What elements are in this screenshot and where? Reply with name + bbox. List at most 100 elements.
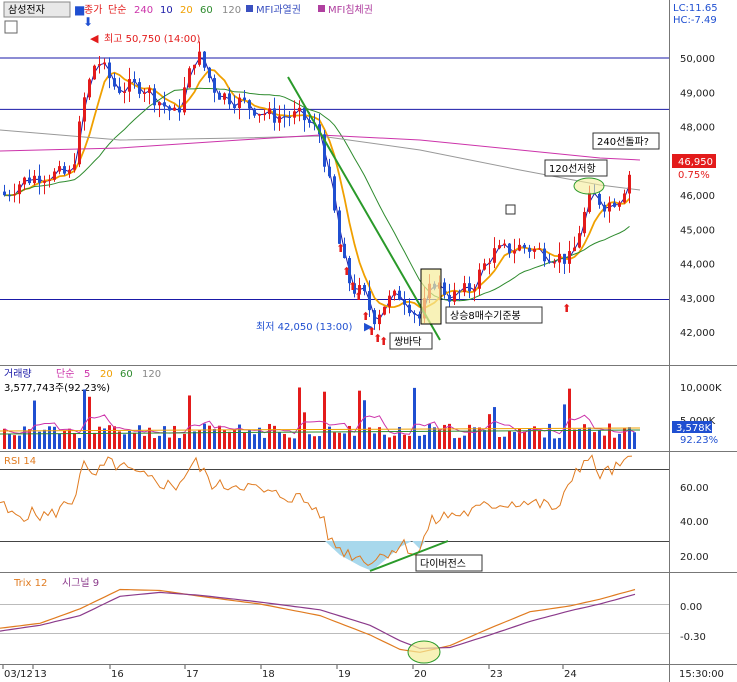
candle-body [473, 288, 476, 292]
ma240-label: 240선돌파? [597, 136, 649, 148]
buy-arrow-icon: ⬆ [562, 302, 571, 315]
volume-bar [483, 430, 486, 449]
divergence-line [369, 540, 449, 572]
mfi-out-label: MFI침체권 [328, 4, 373, 16]
volume-bar [128, 430, 131, 449]
x-tick-label: 17 [186, 669, 199, 680]
volume-bar [558, 437, 561, 449]
volume-bar [103, 428, 106, 449]
buy-arrow-icon: ⬆ [342, 265, 351, 278]
volume-bar [438, 429, 441, 449]
candle-body [558, 253, 561, 263]
ma-120: 120 [222, 5, 241, 16]
candle-body [28, 177, 31, 184]
candle-body [283, 116, 286, 118]
candle-body [173, 107, 176, 111]
candle-body [168, 106, 171, 111]
candle-body [73, 164, 76, 170]
divergence-label: 다이버전스 [420, 558, 466, 570]
rsi-tick-60: 60.00 [680, 483, 709, 494]
volume-bar [428, 423, 431, 449]
x-axis: 03/12 13 16 17 18 19 20 23 24 [2, 665, 577, 680]
candle-body [373, 310, 376, 325]
price-label: 종가 [84, 4, 102, 16]
price-hlines [0, 57, 669, 300]
candle-body [13, 194, 16, 196]
candle-body [333, 176, 336, 211]
candle-body [188, 68, 191, 88]
trix-cross-ellipse [407, 640, 441, 664]
volume-bar [243, 433, 246, 449]
candle-body [413, 313, 416, 315]
volume-bar [393, 435, 396, 449]
candle-body [163, 102, 166, 107]
candle-body [143, 92, 146, 94]
volume-bar [163, 426, 166, 449]
last-price: 46,950 [678, 157, 713, 168]
candle-body [103, 62, 106, 65]
volume-bar [278, 432, 281, 449]
rsi-low-fill [325, 541, 425, 571]
candle-body [68, 169, 71, 174]
candle-body [363, 285, 366, 292]
candle-body [278, 116, 281, 123]
volume-bar [398, 427, 401, 449]
double-bottom-label: 쌍바닥 [394, 336, 422, 348]
volume-bars [3, 387, 636, 449]
candle-body [153, 88, 156, 106]
trix-signal-label: 시그널 9 [62, 577, 99, 589]
low-marker-icon: ▶ [364, 320, 373, 333]
volume-bar [533, 426, 536, 449]
volume-bar [208, 425, 211, 449]
mfi-out-swatch [318, 5, 325, 12]
volume-bar [448, 423, 451, 449]
volume-bar [413, 387, 416, 449]
volume-bar [553, 438, 556, 449]
volume-bar [158, 435, 161, 449]
candle-body [293, 111, 296, 118]
candle-body [543, 248, 546, 262]
volume-bar [518, 428, 521, 449]
candle-body [288, 116, 291, 118]
volume-bar [48, 426, 51, 449]
candle-body [583, 211, 586, 234]
stock-name[interactable]: 삼성전자 [8, 4, 45, 16]
volume-bar [408, 435, 411, 449]
price-tick: 50,000 [680, 54, 715, 65]
buy-arrow-icon: ⬆ [348, 280, 357, 293]
volume-bar [573, 429, 576, 449]
volume-bar [258, 427, 261, 449]
candle-body [568, 251, 571, 264]
volume-bar [308, 434, 311, 449]
volume-bar [473, 427, 476, 449]
candle-body [78, 121, 81, 165]
volume-bar [388, 437, 391, 449]
ma60-line [4, 87, 630, 302]
volume-bar [233, 429, 236, 449]
low-label: 최저 42,050 (13:00) [256, 321, 352, 333]
grid-icon[interactable] [4, 20, 18, 34]
volume-bar [348, 425, 351, 449]
volume-ma-60: 60 [120, 369, 133, 380]
candle-body [358, 285, 361, 294]
candle-body [3, 191, 6, 196]
volume-bar [453, 438, 456, 449]
candle-body [128, 79, 131, 92]
candle-body [203, 51, 206, 68]
volume-bar [133, 432, 136, 449]
volume-bar [363, 400, 366, 449]
volume-bar [458, 437, 461, 449]
candle-body [403, 299, 406, 305]
candle-body [463, 283, 466, 293]
mfi-in-label: MFI과열권 [256, 4, 301, 16]
high-arrow-icon: ⬇ [83, 15, 93, 29]
candle-body [178, 107, 181, 113]
candle-body [268, 108, 271, 115]
buy-signal-label: 상승8매수기준봉 [450, 310, 521, 322]
price-tick: 48,000 [680, 123, 715, 134]
volume-bar [58, 433, 61, 449]
candle-body [488, 262, 491, 264]
volume-ma-label: 단순 [56, 368, 74, 380]
candle-body [498, 245, 501, 249]
